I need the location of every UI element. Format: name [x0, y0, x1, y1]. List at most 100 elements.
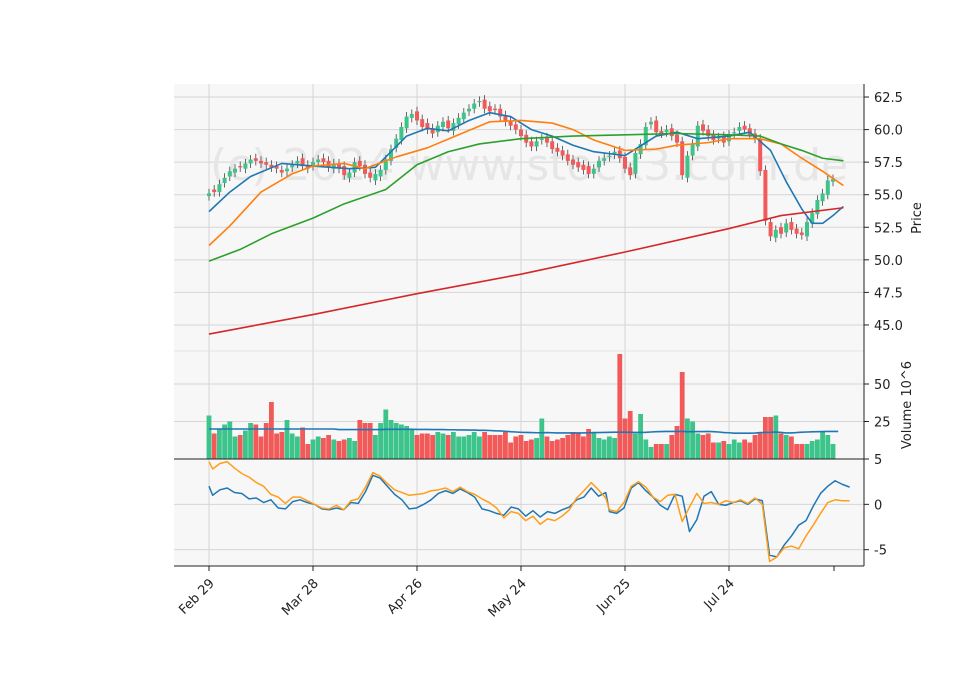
moving-averages	[208, 111, 844, 335]
candle-body	[295, 160, 300, 164]
candle-body	[586, 166, 591, 174]
volume-bar	[404, 426, 409, 459]
candle-body	[706, 129, 711, 137]
candle-body	[342, 166, 347, 176]
volume-bar	[763, 417, 768, 459]
candle-body	[550, 141, 555, 150]
candle-body	[383, 159, 388, 170]
volume-bar	[248, 423, 253, 459]
osc-tick-label: 5	[874, 453, 882, 468]
volume-bar	[685, 418, 690, 459]
volume-bar	[274, 433, 279, 459]
volume-bar	[622, 418, 628, 459]
candle-body	[409, 113, 414, 118]
candle-body	[446, 120, 451, 129]
volume-bar	[331, 439, 337, 459]
volume-bar	[617, 354, 623, 459]
candle-body	[394, 138, 399, 148]
candle-body	[487, 106, 492, 112]
volume-bar	[326, 435, 331, 459]
volume-bar	[820, 432, 825, 459]
volume-bar	[430, 435, 435, 459]
date-tick-label: Mar 28	[279, 576, 322, 619]
candle-body	[597, 160, 601, 168]
volume-bar	[809, 441, 815, 459]
date-tick-label: Jul 24	[701, 576, 738, 613]
candle-body	[779, 227, 783, 234]
candle-body	[399, 126, 404, 141]
candle-body	[831, 179, 835, 182]
volume-bar	[539, 418, 545, 459]
volume-bar	[378, 423, 383, 459]
candle-body	[373, 173, 378, 181]
price-tick-label: 52.5	[874, 221, 903, 236]
candle-body	[643, 126, 648, 146]
candle-body	[565, 154, 570, 161]
volume-bar	[523, 441, 529, 459]
candle-body	[331, 163, 336, 169]
candle-body	[612, 151, 617, 155]
candle-body	[825, 180, 830, 195]
volume-bar	[534, 438, 539, 459]
candle-body	[649, 121, 653, 125]
candle-body	[212, 189, 217, 193]
candle-body	[763, 169, 768, 221]
volume-bar	[237, 435, 243, 459]
volume-bar	[222, 424, 227, 459]
volume-bar	[679, 372, 685, 459]
volume-bar	[737, 442, 742, 459]
date-tick-label: Apr 26	[385, 576, 426, 617]
volume-bar	[440, 433, 446, 459]
osc-tick-label: 0	[874, 498, 882, 513]
candle-body	[285, 168, 289, 172]
volume-bar	[217, 429, 222, 459]
volume-bar	[549, 441, 555, 459]
volume-bar	[409, 429, 415, 459]
volume-bar	[466, 435, 472, 459]
volume-bar	[695, 433, 701, 459]
volume-bar	[633, 433, 638, 459]
candle-body	[368, 172, 373, 178]
volume-bar	[700, 435, 706, 459]
volume-bar	[253, 424, 259, 459]
volume-bar	[716, 442, 721, 459]
candle-body	[623, 156, 627, 169]
candle-body	[805, 222, 809, 237]
volume-tick-label: 50	[874, 378, 891, 393]
candle-body	[695, 125, 700, 147]
price-tick-label: 62.5	[874, 91, 903, 106]
volume-bar	[643, 439, 649, 459]
volume-bar	[211, 433, 217, 459]
volume-bar	[565, 435, 571, 459]
candle-body	[461, 112, 466, 120]
ma-line-ma-200	[208, 206, 844, 335]
volume-bar	[336, 441, 342, 459]
oscillator-panel	[174, 459, 864, 566]
volume-bar	[456, 436, 461, 459]
candle-body	[607, 155, 612, 157]
volume-bar	[581, 436, 586, 459]
candle-body	[799, 232, 804, 236]
candle-body	[732, 132, 737, 134]
volume-bar	[653, 444, 659, 459]
candle-body	[238, 166, 243, 168]
volume-bar	[503, 432, 508, 459]
volume-bar	[305, 444, 311, 459]
volume-bar	[513, 436, 519, 459]
candle-body	[737, 126, 742, 131]
volume-bar	[367, 423, 373, 459]
volume-bar	[341, 439, 347, 459]
candle-body	[545, 137, 549, 143]
volume-bar	[497, 435, 503, 459]
volume-bar	[227, 421, 233, 459]
candle-body	[820, 193, 825, 202]
volume-bar	[357, 420, 363, 459]
candle-body	[680, 141, 685, 176]
candle-body	[493, 108, 497, 111]
candle-body	[248, 159, 253, 164]
volume-bar	[591, 432, 597, 459]
volume-bar	[383, 409, 389, 459]
candle-body	[233, 168, 237, 173]
ma-line-ma-mid	[208, 119, 844, 247]
candle-body	[269, 164, 274, 168]
